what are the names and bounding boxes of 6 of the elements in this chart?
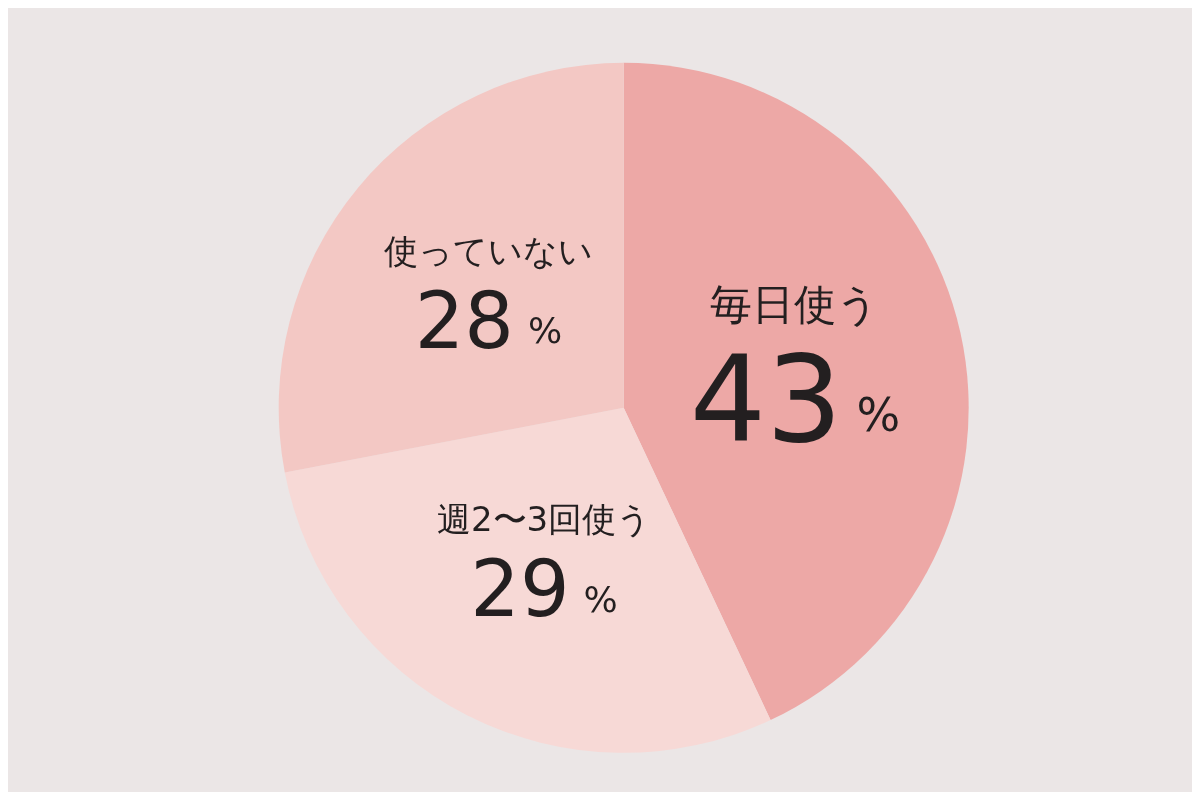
slice-label: 使っていない bbox=[383, 230, 593, 271]
data-label: 28% bbox=[414, 275, 563, 366]
slice-label: 毎日使う bbox=[710, 280, 880, 330]
data-label: 29% bbox=[470, 544, 618, 635]
slice-label: 週2〜3回使う bbox=[436, 499, 652, 540]
data-label: 43% bbox=[689, 330, 901, 470]
